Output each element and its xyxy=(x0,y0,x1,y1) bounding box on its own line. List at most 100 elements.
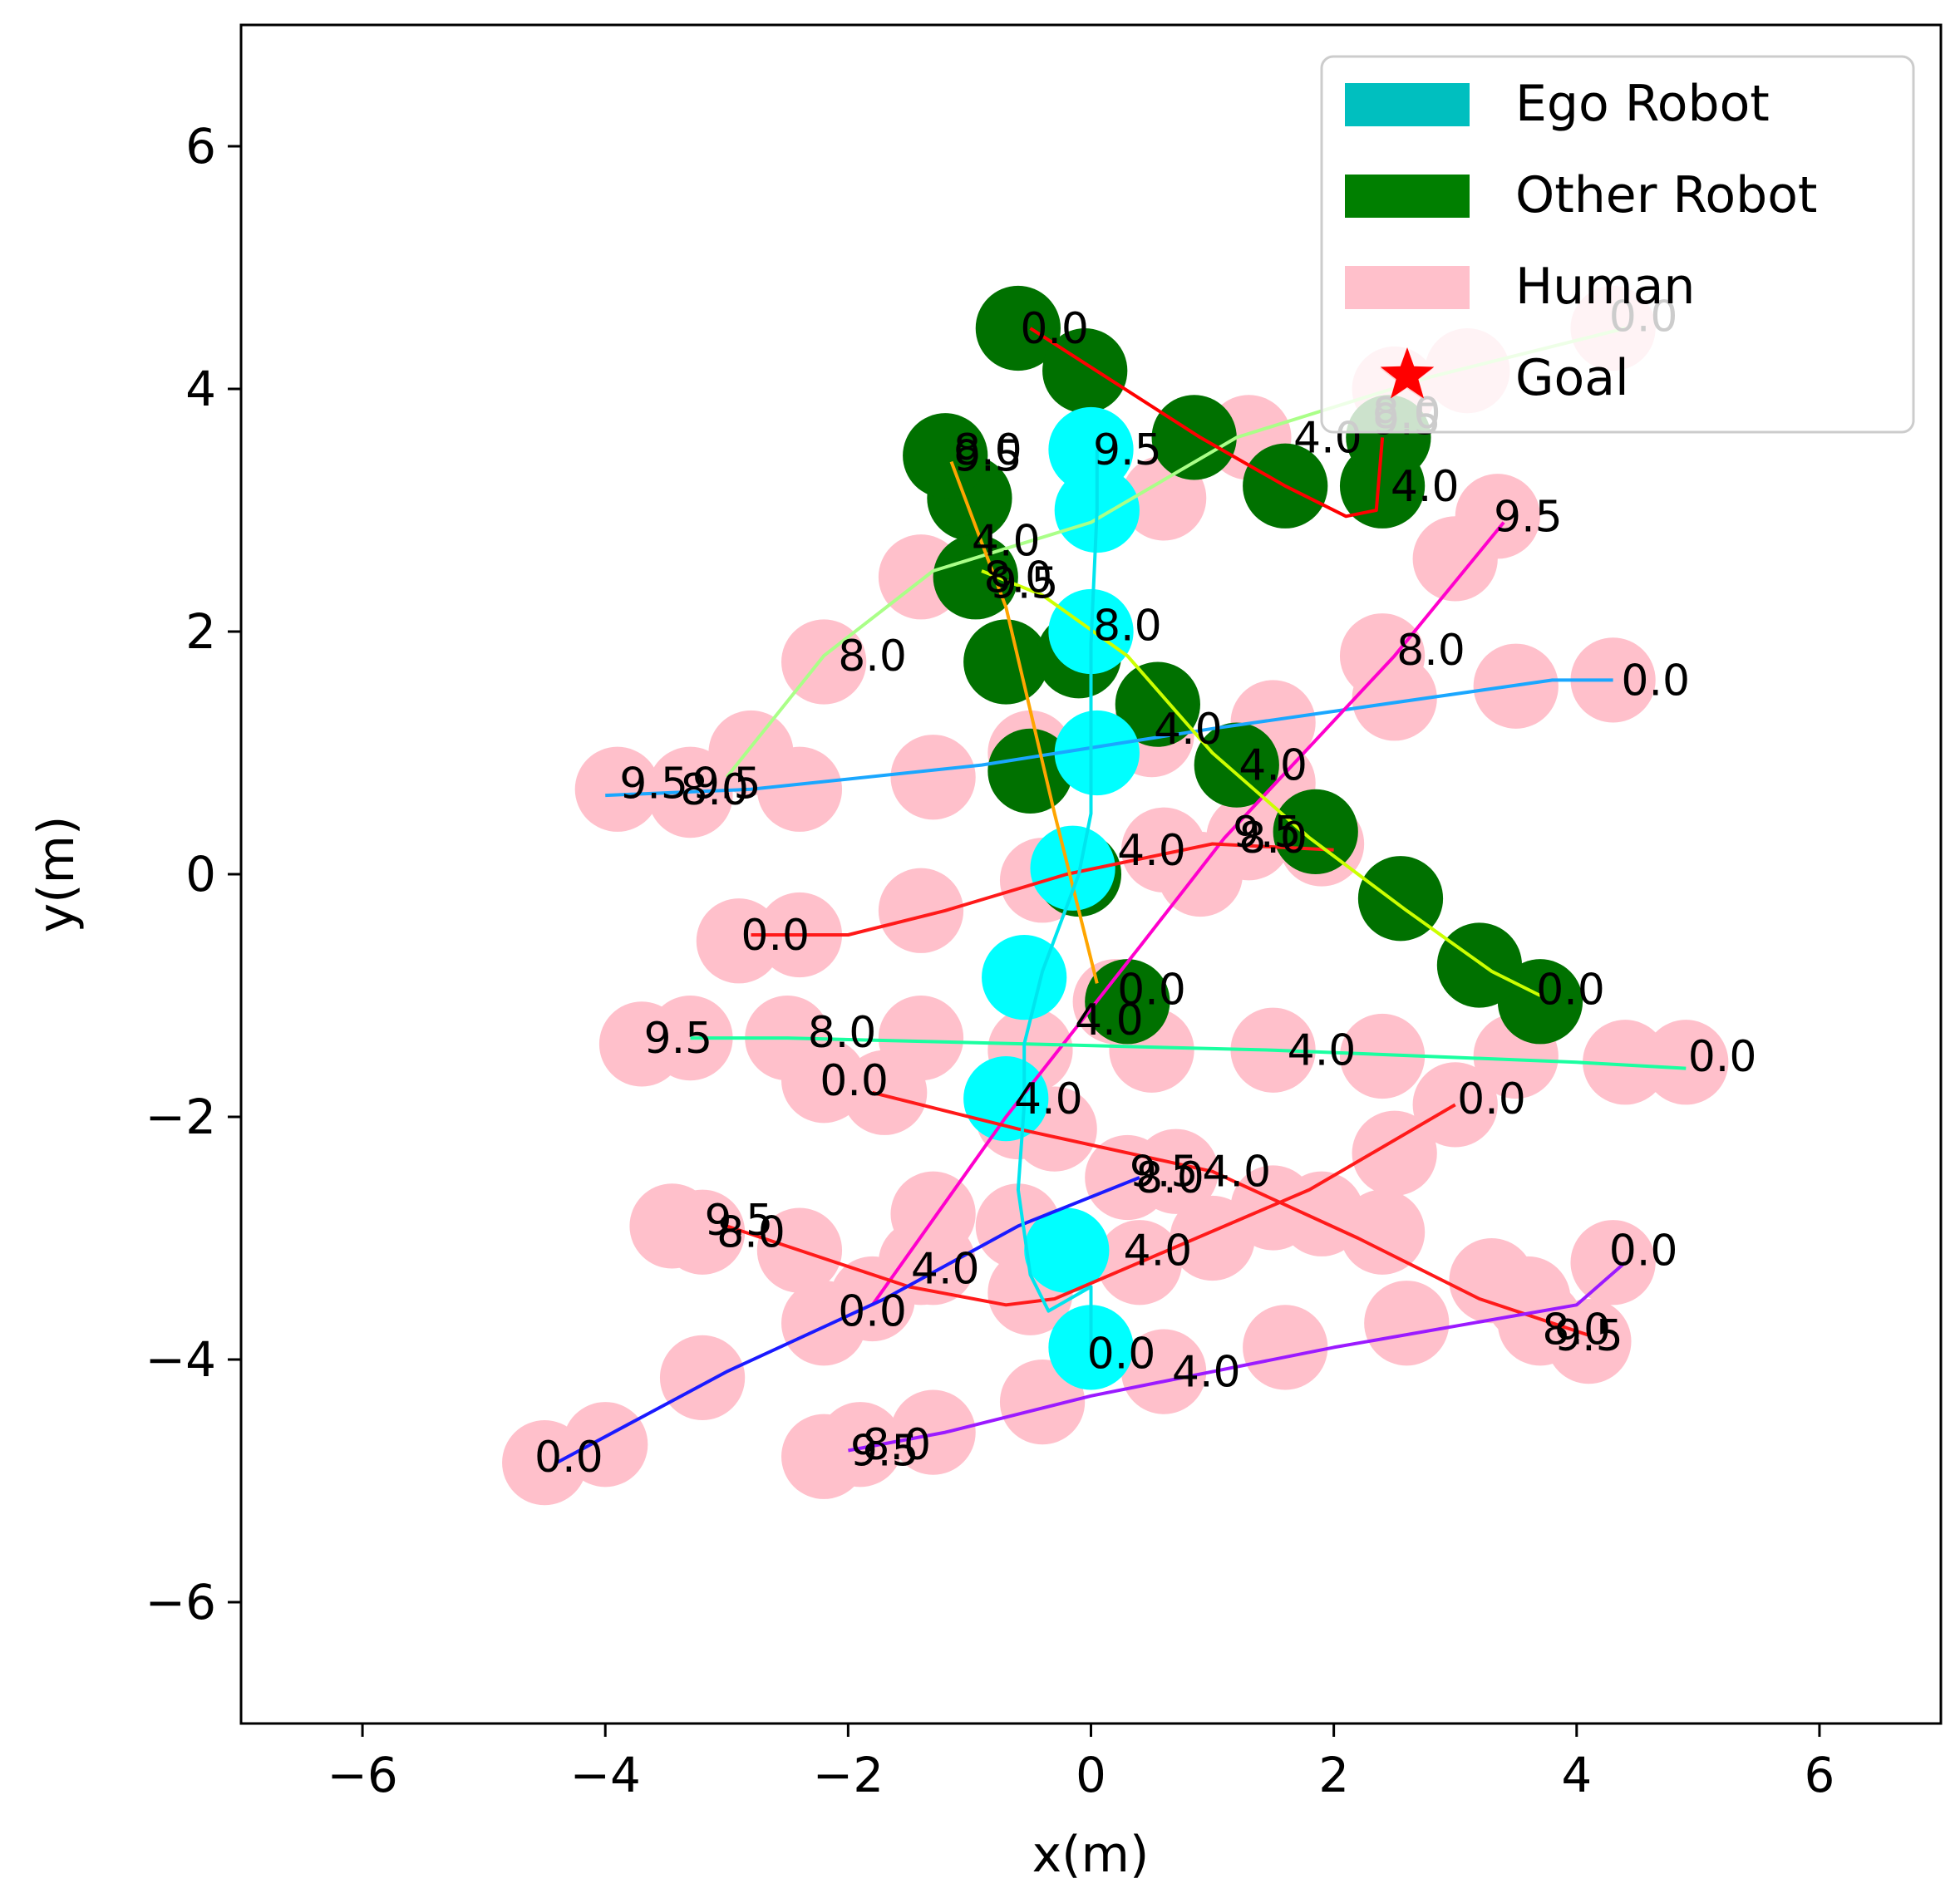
x-tick-label: 6 xyxy=(1804,1747,1834,1803)
human-6-time-label: 0.0 xyxy=(820,1056,889,1106)
y-tick-label: 0 xyxy=(185,846,216,902)
x-tick-label: 0 xyxy=(1076,1747,1106,1803)
human-2-time-label: 0.0 xyxy=(1621,656,1690,706)
human-9-disc xyxy=(1121,1329,1207,1414)
axis-ticks: −6 −4 −2 0 2 4 6 −6 −4 −2 0 2 4 6 xyxy=(145,118,1835,1803)
human-9-disc xyxy=(781,1414,867,1499)
human-9-time-label: 4.0 xyxy=(1172,1348,1241,1398)
human-2-time-label: 4.0 xyxy=(1154,705,1223,755)
y-tick-label: 6 xyxy=(185,118,216,175)
human-8-time-label: 9.5 xyxy=(1130,1148,1199,1197)
other-robot-3-disc xyxy=(1273,789,1358,875)
human-1-time-label: 9.5 xyxy=(692,760,761,809)
human-9-trajectory-line xyxy=(848,1261,1627,1453)
legend-ego-label: Ego Robot xyxy=(1515,75,1770,133)
x-tick-label: −4 xyxy=(569,1747,641,1803)
human-2-trajectory-line xyxy=(605,678,1613,798)
human-4-time-label: 8.0 xyxy=(1239,814,1307,863)
human-7-disc xyxy=(1412,1062,1498,1148)
other-robot-3-disc xyxy=(1436,922,1523,1008)
legend-other-swatch xyxy=(1345,175,1470,218)
legend-other-label: Other Robot xyxy=(1515,166,1817,224)
other-robot-3-disc xyxy=(1194,722,1279,808)
other-robot-2-disc xyxy=(963,619,1049,705)
legend-human-label: Human xyxy=(1515,258,1695,316)
other-robot-3-trajectory-line xyxy=(981,569,1541,997)
human-7-time-label: 4.0 xyxy=(1123,1227,1192,1276)
y-tick-label: −2 xyxy=(145,1089,217,1145)
human-8-time-label: 8.0 xyxy=(1135,1153,1204,1203)
y-tick-label: 4 xyxy=(185,361,216,417)
other-robot-2-trajectory-line xyxy=(949,460,1099,984)
human-5-time-label: 9.5 xyxy=(644,1014,713,1064)
human-7-time-label: 8.0 xyxy=(717,1208,785,1258)
y-tick-label: 2 xyxy=(185,603,216,660)
legend: Ego Robot Other Robot Human Goal xyxy=(1320,55,1915,434)
other-robot-2-time-label: 9.5 xyxy=(953,431,1022,481)
human-2-disc xyxy=(890,735,976,820)
human-9-time-label: 9.5 xyxy=(850,1427,919,1477)
human-2-disc xyxy=(756,746,843,832)
human-8-disc xyxy=(659,1335,746,1421)
human-5-disc xyxy=(1583,1020,1668,1105)
human-9-disc xyxy=(1364,1281,1450,1366)
ego-robot-time-label: 0.0 xyxy=(1087,1330,1156,1379)
human-9-disc xyxy=(999,1359,1086,1445)
legend-ego-swatch xyxy=(1345,83,1470,126)
other-robot-1-time-label: 4.0 xyxy=(1391,462,1460,512)
human-6-time-label: 8.0 xyxy=(1542,1306,1611,1355)
other-robot-1-time-label: 0.0 xyxy=(1020,304,1089,354)
ego-robot-disc xyxy=(1048,406,1134,493)
ego-robot-disc xyxy=(1024,1207,1110,1293)
ego-robot-disc xyxy=(1030,825,1115,911)
human-1-time-label: 8.0 xyxy=(838,632,907,681)
human-6-time-label: 9.5 xyxy=(1554,1311,1623,1361)
human-2-disc xyxy=(648,752,733,838)
human-6-time-label: 4.0 xyxy=(1202,1148,1271,1197)
x-tick-label: 4 xyxy=(1561,1747,1592,1803)
other-robot-3-time-label: 4.0 xyxy=(1239,741,1307,791)
human-3-time-label: 0.0 xyxy=(838,1287,907,1337)
human-5-disc xyxy=(598,1001,685,1087)
other-robot-3-disc xyxy=(1115,661,1200,747)
human-4-time-label: 9.5 xyxy=(1233,808,1302,858)
other-robot-1-disc xyxy=(975,285,1061,371)
other-robot-2-disc xyxy=(1085,959,1170,1045)
human-4-disc xyxy=(1121,807,1207,892)
human-2-disc xyxy=(1570,637,1656,723)
human-7-disc xyxy=(1352,1110,1437,1196)
human-7-time-label: 0.0 xyxy=(1457,1074,1526,1124)
other-robot-3-time-label: 8.0 xyxy=(984,553,1053,602)
human-7-disc xyxy=(1170,1195,1255,1281)
legend-goal-label: Goal xyxy=(1515,349,1629,407)
human-3-disc xyxy=(1339,613,1426,699)
human-3-time-label: 8.0 xyxy=(1396,626,1465,676)
human-5-time-label: 4.0 xyxy=(1288,1026,1357,1076)
y-tick-label: −6 xyxy=(145,1574,217,1630)
human-8-time-label: 0.0 xyxy=(534,1433,603,1483)
other-robot-2-time-label: 8.0 xyxy=(953,425,1022,475)
ego-robot-disc xyxy=(1054,710,1140,796)
human-8-disc xyxy=(781,1281,867,1366)
x-axis-label: x(m) xyxy=(1032,1826,1150,1884)
other-robot-3-disc xyxy=(933,534,1018,620)
other-robot-2-time-label: 4.0 xyxy=(972,517,1041,567)
ego-robot-time-label: 4.0 xyxy=(1014,1074,1083,1124)
legend-goal-star-icon xyxy=(1380,347,1435,399)
other-robot-2-disc xyxy=(987,728,1073,814)
human-4-disc xyxy=(878,868,964,953)
y-axis-label: y(m) xyxy=(27,816,86,933)
legend-human-swatch xyxy=(1345,266,1470,309)
human-3-time-label: 9.5 xyxy=(1494,492,1563,542)
y-tick-label: −4 xyxy=(145,1331,217,1388)
legend-box xyxy=(1320,55,1915,434)
human-5-disc xyxy=(1339,1013,1426,1099)
other-robot-3-time-label: 0.0 xyxy=(1536,966,1605,1015)
human-8-trajectory-line xyxy=(555,1176,1140,1464)
ego-robot-time-label: 9.5 xyxy=(1093,425,1162,475)
ego-robot-disc xyxy=(982,934,1067,1020)
other-robot-2-time-label: 0.0 xyxy=(1117,966,1186,1015)
human-9-disc xyxy=(1485,1256,1571,1342)
human-4-disc xyxy=(1206,795,1292,881)
